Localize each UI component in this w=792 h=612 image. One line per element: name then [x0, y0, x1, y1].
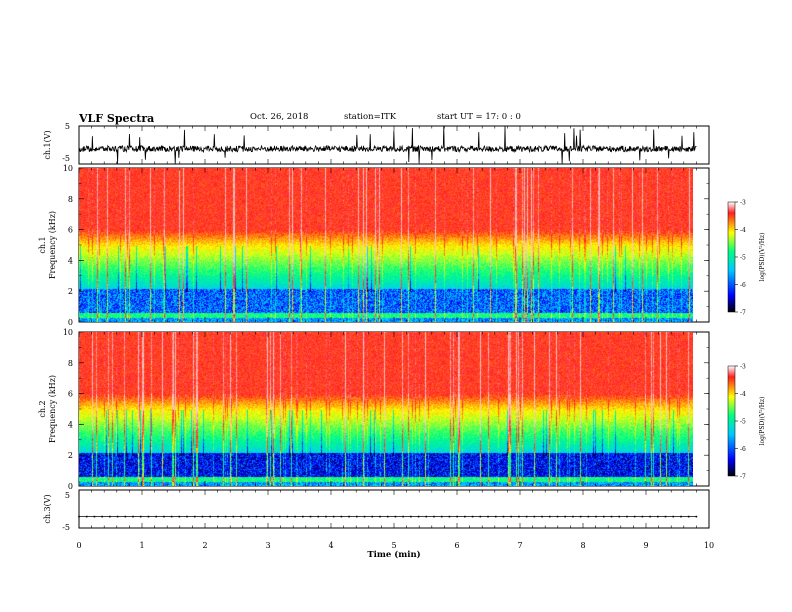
- ch2-colorbar-ticks: -3 -4 -5 -6 -7: [735, 364, 746, 481]
- time-tick-label: 8: [580, 541, 585, 550]
- time-axis-ticks: [78, 126, 710, 528]
- time-tick-label: 6: [454, 541, 459, 550]
- colorbar-tick-label: -6: [740, 282, 746, 289]
- date-label: Oct. 26, 2018: [250, 112, 309, 122]
- colorbar-tick-label: -3: [740, 200, 746, 207]
- colorbar-tick-label: -5: [740, 419, 746, 426]
- time-axis-label: Time (min): [367, 549, 420, 560]
- colorbar-tick-label: -4: [740, 227, 746, 234]
- colorbar-tick-label: -6: [740, 446, 746, 453]
- frequency-tick-label: 10: [63, 328, 73, 337]
- colorbar-tick-label: -4: [740, 391, 746, 398]
- ch1-waveform-ylabel: ch.1(V): [43, 130, 52, 159]
- time-tick-label: 0: [76, 541, 81, 550]
- frequency-tick-label: 2: [68, 287, 73, 296]
- time-tick-label: 2: [202, 541, 207, 550]
- ch1-colorbar: [727, 201, 736, 313]
- frequency-tick-label: 0: [68, 318, 73, 327]
- frequency-tick-label: 6: [68, 390, 73, 399]
- time-tick-label: 7: [517, 541, 522, 550]
- time-tick-label: 5: [391, 541, 396, 550]
- frequency-tick-label: 6: [68, 226, 73, 235]
- ch2-spectrogram-ylabel: Frequency (kHz): [48, 375, 57, 443]
- ch1-spectrogram-yticks: 0 2 4 6 8 10: [63, 164, 709, 327]
- colorbar-tick-label: -5: [740, 255, 746, 262]
- ch1-ytick-bottom: -5: [62, 154, 70, 163]
- ch1-colorbar-label: log(PSD)(V²/Hz): [759, 233, 766, 282]
- frequency-tick-label: 0: [68, 482, 73, 491]
- frequency-tick-label: 2: [68, 451, 73, 460]
- time-tick-label: 4: [328, 541, 333, 550]
- colorbar-tick-label: -7: [740, 310, 746, 317]
- ch3-ytick-bottom: -5: [62, 523, 70, 532]
- time-tick-label: 9: [643, 541, 648, 550]
- frequency-tick-label: 8: [68, 359, 73, 368]
- ch1-spectrogram-image: [79, 168, 693, 322]
- ch3-waveform-frame: [78, 489, 710, 529]
- ch3-waveform-markers: [78, 515, 698, 518]
- time-tick-label: 10: [704, 541, 714, 550]
- ch1-spectrogram-channel: ch.1: [38, 236, 47, 253]
- time-axis-tick-labels: 0 1 2 3 4 5 6 7 8 9 10: [76, 541, 714, 550]
- ch2-spectrogram-yticks: 0 2 4 6 8 10: [63, 328, 709, 491]
- frequency-tick-label: 8: [68, 195, 73, 204]
- start-time-label: start UT = 17: 0 : 0: [437, 112, 521, 122]
- time-tick-label: 1: [139, 541, 144, 550]
- station-label: station=ITK: [344, 112, 397, 122]
- time-tick-label: 3: [265, 541, 270, 550]
- colorbar-tick-label: -3: [740, 364, 746, 371]
- frequency-tick-label: 10: [63, 164, 73, 173]
- ch1-colorbar-ticks: -3 -4 -5 -6 -7: [735, 200, 746, 317]
- ch2-spectrogram-channel: ch.2: [38, 400, 47, 417]
- frequency-tick-label: 4: [68, 256, 73, 265]
- plot-title: VLF Spectra: [79, 112, 155, 125]
- ch2-spectrogram-image: [79, 332, 693, 486]
- colorbar-tick-label: -7: [740, 474, 746, 481]
- frequency-tick-label: 4: [68, 420, 73, 429]
- ch1-waveform-trace: [78, 126, 697, 165]
- ch1-spectrogram-ylabel: Frequency (kHz): [48, 211, 57, 279]
- ch3-waveform-ylabel: ch.3(V): [43, 494, 52, 523]
- ch3-ytick-top: 5: [65, 491, 70, 500]
- ch2-colorbar-label: log(PSD)(V²/Hz): [759, 397, 766, 446]
- ch2-colorbar: [727, 365, 736, 477]
- ch1-ytick-top: 5: [65, 122, 70, 131]
